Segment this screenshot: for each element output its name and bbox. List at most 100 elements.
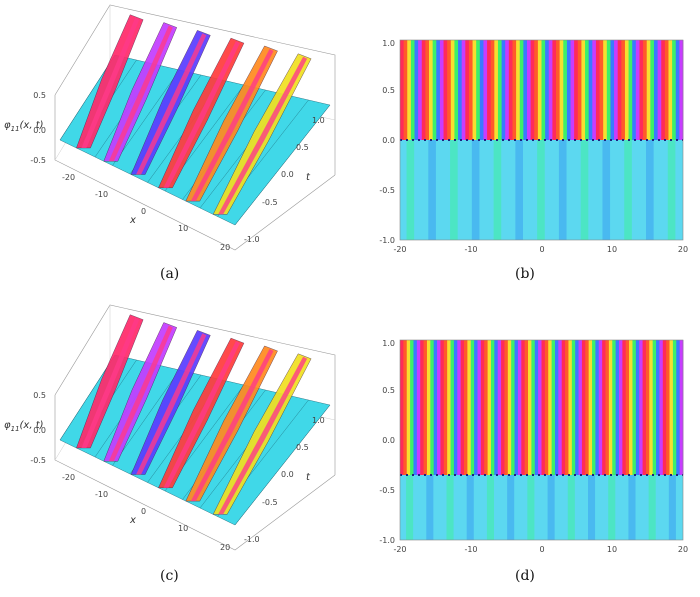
- density-stripe: [628, 40, 633, 140]
- surface-ridge-highlight: [190, 348, 274, 502]
- y-tick-label: 0.0: [382, 436, 395, 445]
- density-stripe: [407, 40, 412, 140]
- density-stripe: [516, 40, 521, 140]
- density-stripe: [472, 40, 477, 140]
- t-tick-label: 0.0: [281, 470, 294, 479]
- y-tick-label: -0.5: [379, 186, 395, 195]
- density-lower-stripe: [580, 140, 589, 240]
- density-stripe: [421, 40, 426, 140]
- density-stripe: [659, 340, 664, 475]
- density-stripe: [439, 40, 444, 140]
- y-tick-label: -0.5: [379, 486, 395, 495]
- density-stripe: [652, 340, 657, 475]
- density-stripe: [450, 40, 455, 140]
- density-stripe: [599, 40, 604, 140]
- density-stripe: [568, 340, 573, 475]
- x-tick-label: 0: [141, 507, 146, 516]
- density-stripe: [588, 40, 593, 140]
- x-tick-label: 20: [220, 243, 230, 252]
- density-stripe: [581, 40, 586, 140]
- density-stripe: [443, 40, 448, 140]
- density-stripe: [530, 40, 535, 140]
- density-stripe: [454, 40, 459, 140]
- x-axis-label: x: [129, 515, 136, 526]
- caption-b: (b): [515, 266, 535, 282]
- density-stripe: [461, 40, 466, 140]
- density-stripe: [548, 340, 553, 475]
- density-stripe: [617, 40, 622, 140]
- density-lower-stripe: [558, 140, 567, 240]
- density-stripe: [470, 340, 475, 475]
- surface-gridline: [59, 54, 116, 141]
- density-lower-stripe: [602, 140, 611, 240]
- density-stripe: [479, 40, 484, 140]
- density-stripe: [618, 340, 623, 475]
- density-stripe: [588, 340, 593, 475]
- density-stripe: [483, 40, 488, 140]
- density-stripe: [642, 340, 647, 475]
- caption-d: (d): [515, 568, 535, 584]
- x-tick-label: 0: [141, 207, 146, 216]
- density-stripe: [578, 340, 583, 475]
- density-stripe: [400, 40, 405, 140]
- density-stripe: [556, 40, 561, 140]
- density-stripe: [504, 340, 509, 475]
- density-stripe: [467, 340, 472, 475]
- surface-gridline: [59, 354, 116, 441]
- density-stripe: [526, 40, 532, 140]
- density-stripe: [639, 340, 643, 475]
- density-lower-stripe: [527, 475, 535, 540]
- caption-c: (c): [160, 568, 179, 584]
- density-stripe: [484, 340, 488, 475]
- density-stripe: [632, 340, 637, 475]
- density-stripe: [487, 340, 492, 475]
- density-stripe: [403, 340, 408, 475]
- density-stripe: [497, 340, 502, 475]
- surface-ridge-highlight: [81, 17, 140, 148]
- z-axis-label: φ11(x, t): [4, 120, 44, 133]
- z-tick-label: 0.5: [33, 391, 46, 400]
- density-stripe: [468, 40, 473, 140]
- t-tick-label: 0.0: [281, 170, 294, 179]
- y-tick-label: 0.5: [382, 86, 395, 95]
- x-tick-label: -10: [464, 245, 477, 254]
- density-stripe: [585, 340, 590, 475]
- density-stripe: [537, 40, 542, 140]
- surface-ridge-highlight: [190, 48, 274, 202]
- y-tick-label: 1.0: [382, 339, 395, 348]
- z-tick-label: 0.0: [33, 126, 46, 135]
- density-lower-stripe: [537, 140, 545, 240]
- density-stripe: [610, 40, 615, 140]
- density-plot-d: 1.0 0.5 0.0 -0.5 -1.0 -20 -10 0 10 20: [379, 339, 688, 554]
- density-stripe: [465, 40, 470, 140]
- y-tick-label: 0.0: [382, 136, 395, 145]
- density-stripe: [443, 340, 448, 475]
- density-stripe: [437, 340, 441, 475]
- density-stripe: [622, 340, 627, 475]
- surface-gridline: [234, 404, 331, 526]
- density-stripe: [430, 340, 435, 475]
- density-stripe: [664, 40, 669, 140]
- surface-ridge-highlight: [136, 333, 207, 475]
- density-stripe: [603, 40, 608, 140]
- density-stripe: [440, 340, 445, 475]
- surface-plot-a: 0.5 0.0 -0.5 φ11(x, t) -20 -10 0 10 20 x…: [4, 4, 336, 252]
- density-stripe: [433, 340, 438, 475]
- density-lower-stripe: [450, 140, 458, 240]
- density-stripe: [477, 340, 482, 475]
- surface-ridge-highlight: [81, 317, 140, 448]
- z-tick-label: 0.5: [33, 91, 46, 100]
- surface-ridge-highlight: [163, 341, 240, 488]
- density-stripe: [403, 40, 408, 140]
- density-stripe: [581, 340, 586, 475]
- density-stripe: [426, 340, 431, 475]
- density-stripe: [548, 40, 553, 140]
- density-lower-stripe: [428, 140, 436, 240]
- t-axis-label: t: [306, 472, 311, 483]
- density-stripe: [545, 40, 550, 140]
- density-stripe: [460, 340, 465, 475]
- density-stripe: [528, 340, 532, 475]
- z-axis-label: φ11(x, t): [4, 420, 44, 433]
- surface-gridline: [112, 369, 180, 466]
- density-stripe: [494, 340, 499, 475]
